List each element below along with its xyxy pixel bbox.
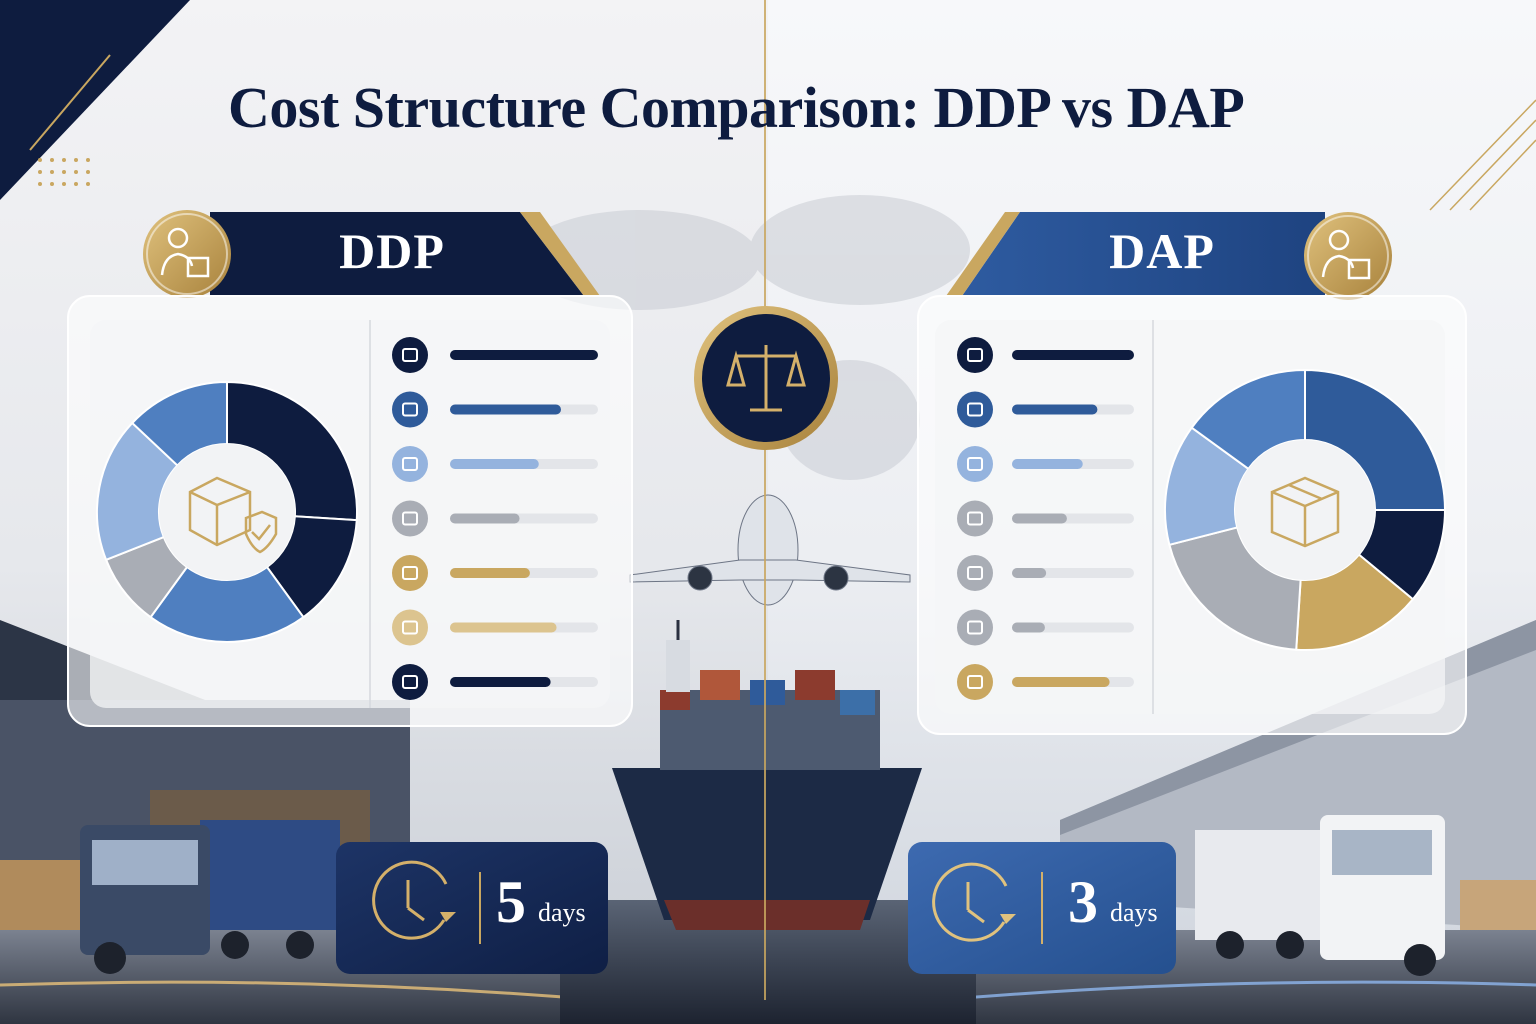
- ship-icon: [957, 391, 993, 428]
- icon-glyph: [402, 402, 418, 417]
- ddp-bar: [450, 677, 551, 687]
- dap-transit-value: 3: [1068, 869, 1098, 935]
- dap-pie-chart: [1164, 368, 1447, 651]
- ddp-bar: [450, 350, 598, 360]
- cargo-ship: [612, 620, 922, 930]
- dap-transit-unit: days: [1110, 898, 1158, 927]
- delivery-truck-icon: [957, 664, 993, 700]
- train-icon: [957, 500, 993, 537]
- delivery-truck-icon: [392, 664, 428, 700]
- person-with-box-icon: [1321, 229, 1371, 280]
- person-with-box-icon: [160, 227, 210, 278]
- factory-icon: [392, 337, 428, 373]
- dap-banner: [946, 212, 1392, 300]
- customs-officer-icon: [957, 555, 993, 591]
- icon-glyph: [402, 566, 418, 580]
- ddp-pie-chart: [96, 380, 358, 643]
- ddp-transit-unit: days: [538, 898, 586, 927]
- icon-glyph: [967, 675, 983, 689]
- icon-glyph: [402, 348, 418, 362]
- icon-glyph: [402, 457, 418, 471]
- icon-glyph: [967, 511, 983, 526]
- document-icon: [957, 609, 993, 646]
- dap-bar: [1012, 350, 1134, 360]
- ddp-panel: [67, 295, 633, 727]
- dap-bar: [1012, 622, 1045, 633]
- gold-lines-right: [1429, 99, 1536, 211]
- corner-accent: [0, 0, 190, 200]
- dap-bar: [1012, 513, 1067, 524]
- ddp-bar: [450, 404, 561, 415]
- airplane: [629, 494, 911, 606]
- dap-bar: [1012, 459, 1083, 469]
- right-truck: [1195, 815, 1445, 976]
- customs-officer-icon: [392, 555, 428, 591]
- plane-icon: [392, 446, 428, 482]
- ddp-transit-box: [336, 842, 608, 974]
- train-icon: [392, 500, 428, 537]
- shield-box-icon: [188, 476, 278, 554]
- dap-bar: [1012, 404, 1098, 415]
- icon-glyph: [967, 620, 983, 635]
- document-icon: [392, 609, 428, 646]
- icon-glyph: [967, 402, 983, 417]
- ddp-bar: [450, 622, 557, 633]
- icon-glyph: [967, 566, 983, 580]
- icon-glyph: [967, 348, 983, 362]
- ddp-bar: [450, 513, 520, 524]
- scales-badge: [694, 306, 838, 450]
- clock-icon: [932, 862, 1016, 942]
- page-title: Cost Structure Comparison: DDP vs DAP: [228, 75, 1245, 140]
- ddp-bar: [450, 459, 539, 469]
- icon-glyph: [402, 675, 418, 689]
- dap-transit-time: 3 days: [908, 842, 1180, 974]
- ddp-transit-value: 5: [496, 869, 526, 935]
- dap-bar: [1012, 568, 1047, 578]
- box-icon: [1270, 476, 1340, 548]
- icon-glyph: [402, 511, 418, 526]
- left-truck: [80, 820, 340, 974]
- icon-glyph: [402, 620, 418, 635]
- ship-icon: [392, 391, 428, 428]
- plane-icon: [957, 446, 993, 482]
- ddp-banner: [143, 210, 600, 298]
- ddp-label: DDP: [339, 223, 445, 279]
- factory-icon: [957, 337, 993, 373]
- icon-glyph: [967, 457, 983, 471]
- dap-transit-box: [908, 842, 1176, 974]
- dot-grid: [38, 158, 90, 186]
- dap-bar: [1012, 677, 1110, 687]
- ddp-transit-time: 5 days: [336, 842, 608, 974]
- ddp-cost-rows: [392, 337, 598, 700]
- dap-panel: [917, 295, 1467, 735]
- ddp-bar: [450, 568, 530, 578]
- clock-icon: [372, 860, 456, 940]
- dap-label: DAP: [1109, 223, 1215, 279]
- scales-icon: [726, 345, 806, 412]
- dap-cost-rows: [957, 337, 1134, 700]
